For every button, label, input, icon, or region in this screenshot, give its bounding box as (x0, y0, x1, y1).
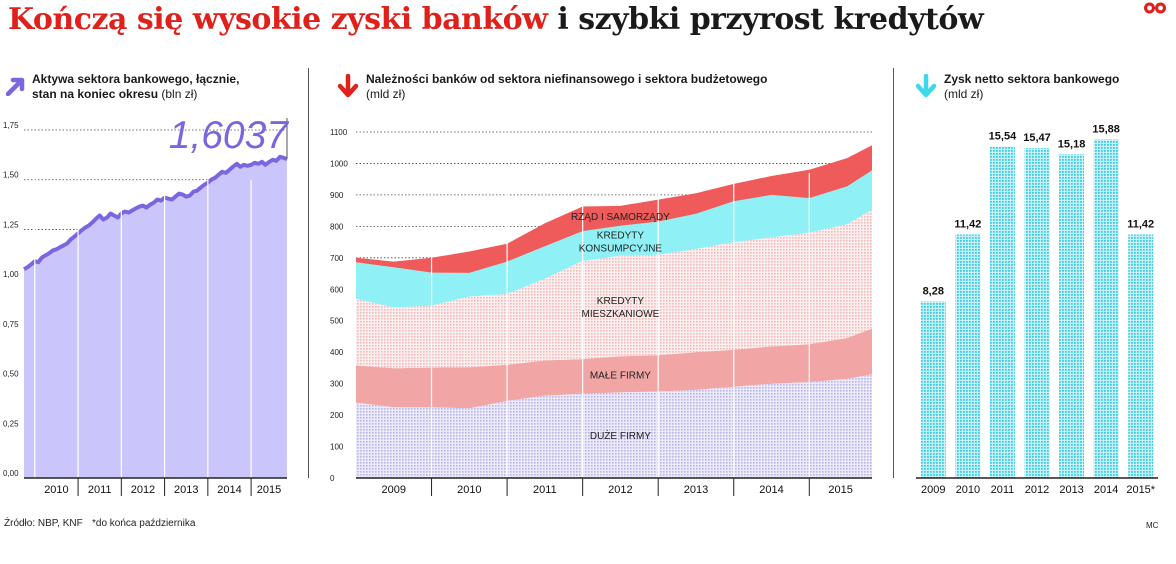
assets-ytick-label: 0,75 (3, 320, 19, 329)
profit-bar-value: 15,18 (1058, 138, 1086, 150)
loans-xtick-label: 2014 (759, 484, 783, 496)
small-firms-area (356, 328, 872, 409)
assets-xtick-label: 2014 (217, 484, 241, 496)
loans-ytick-label: 500 (330, 317, 344, 326)
assets-title-line2: stan na koniec okresu (32, 87, 159, 101)
profit-xtick-label: 2010 (956, 484, 980, 496)
arrow-down-icon (337, 74, 359, 98)
loans-series-label: KREDYTY KONSUMPCYJNE (579, 231, 663, 255)
assets-series-line (23, 154, 288, 271)
assets-xtick-label: 2012 (131, 484, 155, 496)
loans-ytick-label: 400 (330, 348, 344, 357)
profit-bar (1128, 234, 1154, 478)
loans-xtick-label: 2011 (533, 484, 557, 496)
loans-xtick-label: 2013 (684, 484, 708, 496)
loans-ytick-label: 700 (330, 254, 344, 263)
assets-area-fill (24, 156, 287, 479)
title-highlight: Kończą się wysokie zyski banków (8, 2, 548, 37)
assets-header: Aktywa sektora bankowego, łącznie, stan … (32, 72, 302, 102)
profit-xtick-label: 2011 (991, 484, 1015, 496)
profit-xtick-label: 2009 (921, 484, 945, 496)
title-rest: i szybki przyrost kredytów (557, 2, 984, 37)
profit-bar (1059, 154, 1085, 478)
profit-xtick-label: 2012 (1025, 484, 1049, 496)
panel-divider (308, 68, 309, 478)
assets-ytick-label: 1,25 (3, 220, 19, 229)
consumer-area (356, 170, 872, 308)
assets-xtick-label: 2010 (44, 484, 68, 496)
assets-annotation: 1,6037 (169, 114, 290, 157)
assets-unit: (bln zł) (161, 87, 198, 101)
profit-bar-value: 11,42 (1127, 218, 1154, 230)
assets-xtick-label: 2011 (88, 484, 112, 496)
assets-ytick-label: 0,50 (3, 370, 19, 379)
profit-bar-value: 15,54 (989, 131, 1017, 143)
profit-xtick-label: 2014 (1094, 484, 1118, 496)
loans-series-label: KREDYTY MIESZKANIOWE (582, 296, 660, 320)
loans-xtick-label: 2009 (382, 484, 406, 496)
loans-ytick-label: 200 (330, 411, 344, 420)
profit-bar (955, 234, 981, 478)
gov-area (356, 145, 872, 273)
loans-ytick-label: 600 (330, 285, 344, 294)
assets-xtick-label: 2015 (257, 484, 281, 496)
profit-header: Zysk netto sektora bankowego (mld zł) (944, 72, 1169, 102)
profit-xtick-label: 2013 (1059, 484, 1083, 496)
loans-ytick-label: 1100 (330, 128, 348, 137)
loans-ytick-label: 1000 (330, 159, 348, 168)
loans-title-line1: Należności banków od sektora niefinansow… (366, 72, 768, 86)
arrow-down-icon (915, 74, 937, 98)
loans-ytick-label: 800 (330, 222, 344, 231)
profit-title-line1: Zysk netto sektora bankowego (944, 72, 1120, 86)
profit-bar-value: 15,88 (1092, 123, 1120, 135)
page-title: Kończą się wysokie zyski banków i szybki… (8, 2, 984, 37)
assets-title-line1: Aktywa sektora bankowego, łącznie, (32, 72, 240, 86)
loans-ytick-label: 300 (330, 380, 344, 389)
assets-ytick-label: 1,75 (3, 121, 19, 130)
profit-unit: (mld zł) (944, 87, 984, 101)
assets-xtick-label: 2013 (174, 484, 198, 496)
panel-divider (893, 68, 894, 478)
assets-ytick-label: 1,50 (3, 171, 19, 180)
assets-ytick-label: 0,25 (3, 419, 19, 428)
loans-unit: (mld zł) (366, 87, 406, 101)
author-credit: MC (1146, 521, 1159, 530)
profit-bar-value: 8,28 (923, 285, 944, 297)
large-firms-area (356, 374, 872, 478)
loans-xtick-label: 2012 (608, 484, 632, 496)
loans-ytick-label: 100 (330, 443, 344, 452)
loans-ytick-label: 900 (330, 191, 344, 200)
loans-ytick-label: 0 (330, 474, 335, 483)
loans-xtick-label: 2010 (457, 484, 481, 496)
profit-bar (920, 301, 946, 478)
mortgage-area (356, 209, 872, 369)
assets-ytick-label: 0,00 (3, 469, 19, 478)
loans-series-label: DUŻE FIRMY (590, 429, 651, 442)
profit-bar (989, 146, 1015, 479)
assets-ytick-label: 1,00 (3, 270, 19, 279)
profit-xtick-label: 2015* (1126, 484, 1155, 496)
publisher-logo-icon (1144, 2, 1166, 14)
loans-header: Należności banków od sektora niefinansow… (366, 72, 876, 102)
profit-bar-value: 11,42 (954, 218, 981, 230)
loans-series-label: RZĄD I SAMORZĄDY (571, 212, 670, 223)
source-text: Źródło: NBP, KNF (4, 518, 83, 529)
loans-series-label: MAŁE FIRMY (590, 370, 651, 381)
profit-bar (1093, 139, 1119, 478)
footnote-text: *do końca października (92, 518, 196, 529)
profit-bar (1024, 148, 1050, 478)
arrow-up-icon (6, 77, 25, 96)
loans-xtick-label: 2015 (828, 484, 852, 496)
profit-bar-value: 15,47 (1023, 132, 1051, 144)
